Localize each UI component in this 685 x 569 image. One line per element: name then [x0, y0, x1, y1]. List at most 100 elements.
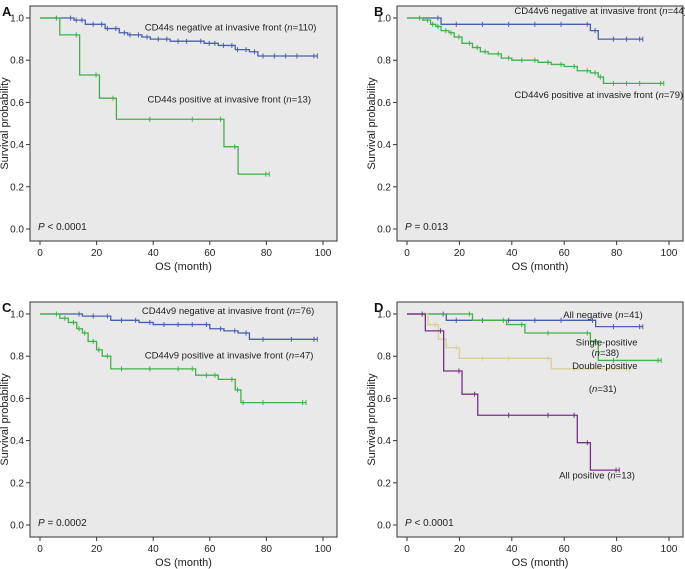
- series-d-1: [407, 311, 662, 363]
- y-tick-label: 0.0: [10, 225, 24, 236]
- x-tick-label: 0: [404, 248, 410, 259]
- p-value: P < 0.0001: [405, 518, 454, 529]
- plot-area: [396, 5, 684, 242]
- plot-area: [29, 301, 338, 538]
- y-tick-label: 0.6: [10, 394, 24, 405]
- survival-curve: [407, 17, 664, 85]
- y-tick-label: 0.2: [10, 478, 24, 489]
- panel-d: D 0 20 40 60 80 100 0.0 0.2 0.4 0.6 0.8 1.0 OS (month…: [366, 300, 684, 569]
- panel-label: B: [374, 4, 383, 19]
- survival-curve: [407, 313, 662, 362]
- x-tick-label: 40: [148, 248, 160, 259]
- y-tick-label: 0.8: [377, 352, 391, 363]
- survival-curve: [40, 17, 270, 175]
- y-tick-label: 1.0: [10, 310, 24, 321]
- x-axis-label: OS (month): [512, 557, 569, 569]
- series-b-0: [407, 15, 644, 42]
- y-tick-label: 0.0: [377, 225, 391, 236]
- x-tick-label: 100: [661, 544, 678, 555]
- x-tick-label: 40: [506, 248, 518, 259]
- panel-c: C 0 20 40 60 80 100 0.0 0.2 0.4 0.6 0.8 1.0 OS (month…: [0, 300, 338, 569]
- survival-curve: [407, 17, 643, 40]
- series-annotation: CD44v9 positive at invasive front (n=47): [145, 350, 314, 361]
- survival-curve: [407, 313, 620, 471]
- x-tick-label: 100: [315, 248, 332, 259]
- y-tick-label: 0.2: [377, 182, 391, 193]
- survival-curve: [40, 17, 318, 57]
- series-c-1: [40, 311, 307, 406]
- series-annotation: CD44v9 negative at invasive front (n=76): [142, 306, 314, 317]
- x-tick-label: 0: [37, 248, 43, 259]
- series-annotation: CD44s positive at invasive front (n=13): [148, 94, 311, 105]
- y-tick-label: 0.4: [10, 436, 24, 447]
- x-tick-label: 60: [204, 248, 216, 259]
- series-annotation-n: (n=31): [589, 384, 617, 395]
- p-value: P = 0.013: [405, 222, 449, 233]
- y-tick-label: 0.2: [377, 478, 391, 489]
- y-axis-label: Survival probability: [0, 77, 11, 170]
- x-axis-label: OS (month): [155, 557, 212, 569]
- y-axis-label: Survival probability: [366, 373, 378, 466]
- x-tick-label: 80: [261, 248, 273, 259]
- x-tick-label: 40: [506, 544, 518, 555]
- y-tick-label: 0.8: [10, 352, 24, 363]
- y-tick-label: 0.8: [10, 56, 24, 67]
- series-annotation: All positive (n=13): [559, 471, 635, 482]
- y-tick-label: 0.2: [10, 182, 24, 193]
- series-b-1: [407, 15, 665, 86]
- series-annotation: CD44v6 positive at invasive front (n=79): [514, 90, 683, 101]
- plot-area: [29, 5, 338, 242]
- p-value: P < 0.0001: [38, 222, 87, 233]
- y-tick-label: 0.6: [10, 98, 24, 109]
- x-tick-label: 60: [559, 544, 571, 555]
- x-axis-label: OS (month): [512, 261, 569, 273]
- series-a-1: [40, 15, 270, 177]
- panel-a: A 0 20 40 60 80 100 0.0 0.2 0.4 0.6 0.8 1.0 OS (month…: [0, 4, 338, 273]
- x-tick-label: 60: [204, 544, 216, 555]
- series-annotation: CD44s negative at invasive front (n=110): [145, 23, 317, 34]
- y-tick-label: 0.0: [10, 521, 24, 532]
- x-tick-label: 80: [611, 544, 623, 555]
- x-axis-label: OS (month): [155, 261, 212, 273]
- survival-curve: [407, 313, 643, 328]
- y-tick-label: 1.0: [10, 14, 24, 25]
- series-d-3: [407, 311, 620, 473]
- series-annotation: Single-positive: [576, 338, 638, 349]
- y-tick-label: 0.4: [10, 140, 24, 151]
- plot-area: [396, 301, 684, 538]
- x-tick-label: 80: [611, 248, 623, 259]
- y-tick-label: 0.0: [377, 521, 391, 532]
- panel-b: B 0 20 40 60 80 100 0.0 0.2 0.4 0.6 0.8 1.0 OS (month…: [366, 4, 685, 273]
- p-value: P = 0.0002: [38, 518, 87, 529]
- series-annotation: CD44v6 negative at invasive front (n=44): [514, 6, 685, 17]
- survival-curve: [40, 313, 318, 340]
- panel-label: C: [2, 300, 12, 315]
- series-a-0: [40, 15, 318, 59]
- x-tick-label: 0: [37, 544, 43, 555]
- y-tick-label: 1.0: [377, 310, 391, 321]
- survival-curve: [40, 313, 307, 404]
- series-annotation-n: (n=38): [591, 348, 619, 359]
- x-tick-label: 60: [559, 248, 571, 259]
- y-tick-label: 0.4: [377, 436, 391, 447]
- y-tick-label: 0.4: [377, 140, 391, 151]
- panel-label: D: [374, 300, 383, 315]
- x-tick-label: 0: [404, 544, 410, 555]
- panel-label: A: [2, 4, 12, 19]
- y-tick-label: 0.6: [377, 98, 391, 109]
- y-tick-label: 0.6: [377, 394, 391, 405]
- series-annotation: Double-positive: [572, 361, 637, 372]
- x-tick-label: 20: [454, 544, 466, 555]
- x-tick-label: 20: [91, 544, 103, 555]
- series-annotation: All negative (n=41): [563, 310, 643, 321]
- series-c-0: [40, 311, 318, 342]
- x-tick-label: 100: [661, 248, 678, 259]
- x-tick-label: 40: [148, 544, 160, 555]
- y-axis-label: Survival probability: [366, 77, 378, 170]
- y-tick-label: 0.8: [377, 56, 391, 67]
- x-tick-label: 100: [315, 544, 332, 555]
- x-tick-label: 20: [91, 248, 103, 259]
- x-tick-label: 20: [454, 248, 466, 259]
- survival-curve: [407, 313, 630, 370]
